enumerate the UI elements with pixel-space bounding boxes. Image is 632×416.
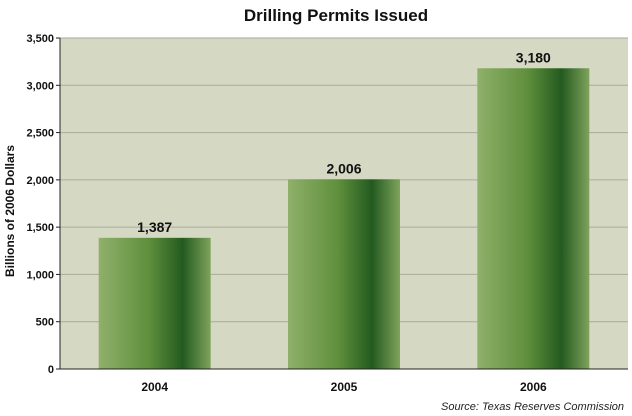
bars xyxy=(98,68,590,370)
x-axis-ticks: 2004 2005 2006 xyxy=(141,380,547,394)
y-axis-ticks: 0 500 1,000 1,500 2,000 2,500 3,000 3,500 xyxy=(26,33,60,376)
x-tick-label: 2005 xyxy=(331,380,358,394)
y-tick-label: 3,000 xyxy=(26,80,54,92)
y-tick-label: 0 xyxy=(48,364,54,376)
y-tick-label: 2,000 xyxy=(26,175,54,187)
x-tick-label: 2004 xyxy=(141,380,168,394)
bar-2006 xyxy=(477,68,590,370)
value-label: 3,180 xyxy=(516,49,551,65)
bar-2004 xyxy=(98,237,211,369)
source-note: Source: Texas Reserves Commission xyxy=(441,401,624,413)
y-tick-label: 3,500 xyxy=(26,33,54,45)
value-labels: 1,387 2,006 3,180 xyxy=(137,49,551,235)
chart-title: Drilling Permits Issued xyxy=(244,6,428,25)
y-tick-label: 2,500 xyxy=(26,128,54,140)
x-tick-label: 2006 xyxy=(520,380,547,394)
y-tick-label: 500 xyxy=(36,317,54,329)
bar-2005 xyxy=(288,179,400,369)
y-axis-label: Billions of 2006 Dollars xyxy=(3,145,17,277)
y-tick-label: 1,000 xyxy=(26,269,54,281)
y-tick-label: 1,500 xyxy=(26,222,54,234)
value-label: 2,006 xyxy=(326,160,361,176)
value-label: 1,387 xyxy=(137,219,172,235)
